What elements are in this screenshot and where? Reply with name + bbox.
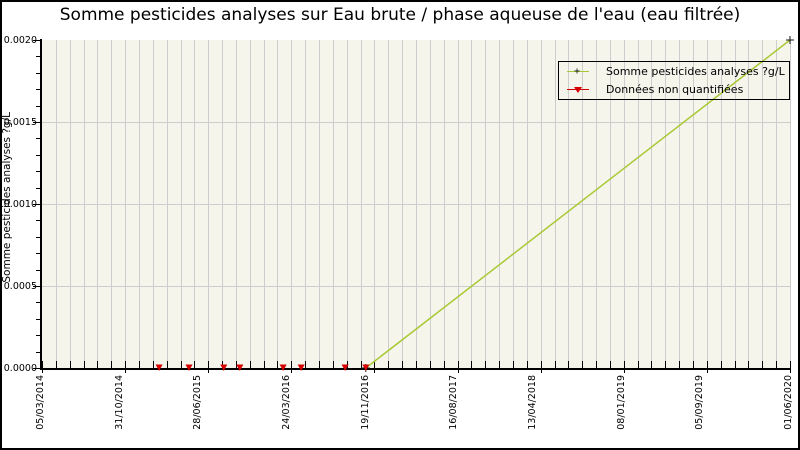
y-tick-label: 0.0000 bbox=[3, 362, 37, 374]
x-tick-label: 24/03/2016 bbox=[281, 375, 293, 430]
y-axis-title: Somme pesticides analyses ?g/L bbox=[1, 112, 13, 283]
x-tick-label: 08/01/2019 bbox=[615, 375, 627, 430]
chart-title: Somme pesticides analyses sur Eau brute … bbox=[59, 5, 741, 25]
x-tick-label: 19/11/2016 bbox=[359, 375, 371, 430]
x-tick-label: 01/06/2020 bbox=[783, 375, 794, 430]
x-tick-label: 28/06/2015 bbox=[192, 375, 204, 430]
down-triangle-marker-icon bbox=[574, 86, 582, 93]
legend-label-nonquant: Données non quantifiées bbox=[606, 83, 744, 96]
y-tick-label: 0.0005 bbox=[3, 280, 37, 292]
x-tick-label: 31/10/2014 bbox=[113, 375, 125, 430]
x-tick-label: 05/03/2014 bbox=[35, 375, 46, 430]
legend-item-nonquant: Données non quantifiées bbox=[559, 81, 789, 98]
nonquant-line-triangle-marker-icon bbox=[565, 84, 599, 96]
y-tick-label: 0.0015 bbox=[3, 116, 37, 128]
legend-label-series: Somme pesticides analyses ?g/L bbox=[606, 65, 785, 78]
series-line-plus-marker-icon: + bbox=[565, 66, 599, 78]
legend: + Somme pesticides analyses ?g/L Données… bbox=[558, 61, 790, 100]
legend-item-series: + Somme pesticides analyses ?g/L bbox=[559, 63, 789, 80]
y-tick-label: 0.0020 bbox=[3, 34, 37, 46]
x-tick-label: 16/08/2017 bbox=[448, 375, 460, 430]
x-tick-label: 05/09/2019 bbox=[694, 375, 706, 430]
x-tick-label: 13/04/2018 bbox=[527, 375, 539, 430]
y-tick-label: 0.0010 bbox=[3, 198, 37, 210]
plus-marker-icon: + bbox=[574, 65, 581, 77]
series-line-sample bbox=[567, 70, 589, 72]
